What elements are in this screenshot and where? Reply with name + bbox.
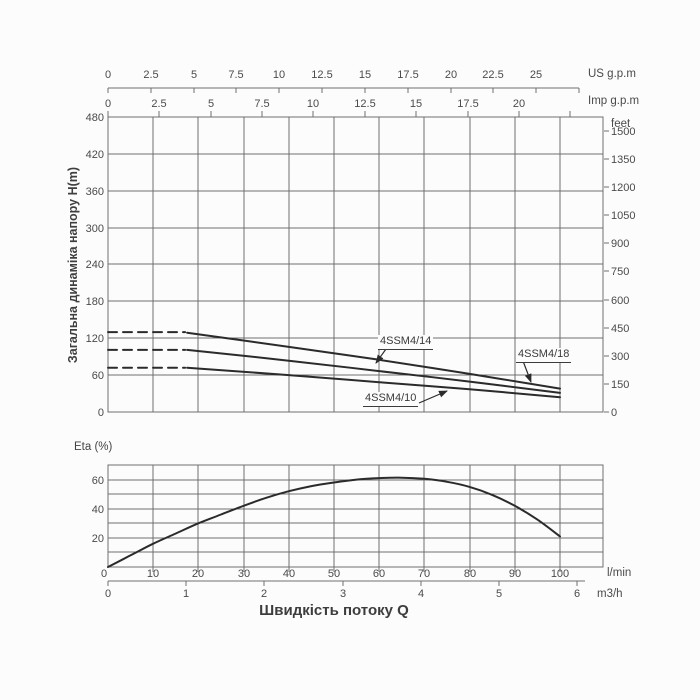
feet-tick-label: 900 — [611, 238, 629, 250]
lmin-tick-label: 100 — [551, 568, 569, 580]
us-gpm-tick-label: 25 — [530, 69, 542, 81]
imp-gpm-tick-label: 2.5 — [151, 98, 166, 110]
curve-label-4ssm4-18: 4SSM4/18 — [516, 348, 572, 363]
lmin-axis-ticks — [152, 567, 561, 572]
imp-gpm-unit-label: Imp g.p.m — [588, 95, 639, 107]
leader-4ssm4-18 — [522, 360, 532, 383]
feet-unit-label: feet — [611, 118, 631, 130]
lmin-tick-label: 0 — [101, 568, 107, 580]
x-axis-title: Швидкість потоку Q — [259, 602, 409, 619]
head-m-tick-label: 360 — [86, 186, 104, 198]
lmin-unit-label: l/min — [607, 567, 631, 579]
eta-axis-title: Eta (%) — [74, 441, 113, 453]
m3h-tick-label: 0 — [105, 588, 111, 600]
m3h-tick-label: 4 — [418, 588, 424, 600]
feet-tick-label: 450 — [611, 323, 629, 335]
m3h-tick-label: 6 — [574, 588, 580, 600]
head-curve — [186, 331, 561, 390]
lmin-tick-label: 30 — [238, 568, 250, 580]
m3h-unit-label: m3/h — [597, 588, 623, 600]
feet-tick-label: 1350 — [611, 154, 635, 166]
lmin-tick-label: 40 — [283, 568, 295, 580]
imp-gpm-tick-labels: 0 2.5 5 7.5 10 12.5 15 17.5 20 Imp g.p.m — [105, 95, 639, 110]
feet-tick-label: 1050 — [611, 210, 635, 222]
imp-gpm-tick-label: 10 — [307, 98, 319, 110]
curve-label-leaders — [375, 348, 532, 404]
lmin-tick-label: 70 — [418, 568, 430, 580]
feet-axis-ticks — [604, 130, 609, 413]
eta-tick-label: 60 — [92, 475, 104, 487]
us-gpm-tick-label: 5 — [191, 69, 197, 81]
feet-tick-label: 300 — [611, 351, 629, 363]
imp-gpm-axis-ticks — [107, 111, 571, 117]
head-m-tick-label: 420 — [86, 149, 104, 161]
feet-tick-label: 1200 — [611, 182, 635, 194]
leader-4ssm4-10 — [418, 390, 448, 404]
us-gpm-tick-label: 2.5 — [143, 69, 158, 81]
feet-tick-labels: feet 1500 1350 1200 1050 900 750 600 450… — [611, 118, 635, 419]
eta-tick-label: 40 — [92, 504, 104, 516]
us-gpm-tick-label: 0 — [105, 69, 111, 81]
us-gpm-axis — [107, 87, 580, 93]
eta-curve — [107, 476, 561, 568]
head-m-tick-label: 60 — [92, 370, 104, 382]
feet-tick-label: 750 — [611, 266, 629, 278]
head-m-tick-label: 300 — [86, 223, 104, 235]
feet-tick-label: 0 — [611, 407, 617, 419]
m3h-tick-label: 2 — [261, 588, 267, 600]
us-gpm-tick-label: 15 — [359, 69, 371, 81]
curve-label-4ssm4-10: 4SSM4/10 — [363, 392, 419, 407]
eta-tick-label: 20 — [92, 533, 104, 545]
head-curve — [186, 366, 561, 399]
imp-gpm-tick-label: 5 — [208, 98, 214, 110]
y-axis-title: Загальна динаміка напору H(m) — [66, 166, 80, 364]
us-gpm-unit-label: US g.p.m — [588, 68, 636, 80]
feet-tick-label: 600 — [611, 295, 629, 307]
us-gpm-tick-label: 22.5 — [482, 69, 503, 81]
head-chart-grid — [107, 116, 604, 413]
us-gpm-tick-label: 10 — [273, 69, 285, 81]
us-gpm-tick-label: 17.5 — [397, 69, 418, 81]
imp-gpm-tick-label: 12.5 — [354, 98, 375, 110]
curve-label-4ssm4-14: 4SSM4/14 — [378, 335, 434, 350]
head-m-tick-label: 480 — [86, 112, 104, 124]
us-gpm-tick-label: 7.5 — [228, 69, 243, 81]
lmin-tick-label: 20 — [192, 568, 204, 580]
head-curve — [186, 348, 561, 394]
us-gpm-tick-labels: 0 2.5 5 7.5 10 12.5 15 17.5 20 22.5 25 U… — [105, 68, 636, 81]
lmin-tick-label: 60 — [373, 568, 385, 580]
lmin-tick-label: 80 — [464, 568, 476, 580]
m3h-tick-label: 3 — [340, 588, 346, 600]
head-m-tick-label: 240 — [86, 259, 104, 271]
imp-gpm-tick-label: 17.5 — [457, 98, 478, 110]
imp-gpm-tick-label: 15 — [410, 98, 422, 110]
lmin-tick-label: 90 — [509, 568, 521, 580]
m3h-axis — [107, 580, 585, 586]
feet-tick-label: 150 — [611, 379, 629, 391]
leader-4ssm4-14 — [375, 348, 387, 364]
feet-tick-label: 1500 — [611, 126, 635, 138]
head-m-tick-label: 0 — [98, 407, 104, 419]
head-m-tick-labels: 480 420 360 300 240 180 120 60 0 — [86, 112, 104, 419]
lmin-tick-label: 10 — [147, 568, 159, 580]
eta-tick-labels: 60 40 20 — [92, 475, 104, 545]
lmin-tick-label: 50 — [328, 568, 340, 580]
head-m-tick-label: 120 — [86, 333, 104, 345]
imp-gpm-tick-label: 7.5 — [254, 98, 269, 110]
us-gpm-tick-label: 12.5 — [311, 69, 332, 81]
imp-gpm-tick-label: 20 — [513, 98, 525, 110]
m3h-tick-label: 1 — [183, 588, 189, 600]
us-gpm-tick-label: 20 — [445, 69, 457, 81]
head-m-tick-label: 180 — [86, 296, 104, 308]
m3h-tick-label: 5 — [496, 588, 502, 600]
lmin-tick-labels: 0 10 20 30 40 50 60 70 80 90 100 l/min — [101, 567, 631, 580]
imp-gpm-tick-label: 0 — [105, 98, 111, 110]
m3h-tick-labels: 0 1 2 3 4 5 6 m3/h — [105, 588, 623, 600]
